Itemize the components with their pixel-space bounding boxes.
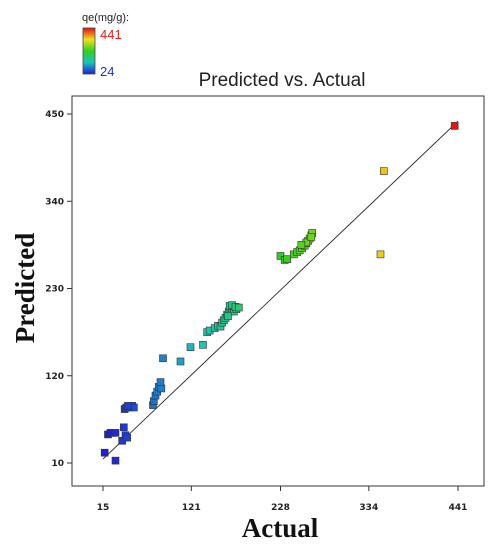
data-point [123, 433, 131, 442]
data-point [157, 384, 166, 393]
data-point [186, 343, 195, 351]
x-tick-label: 334 [359, 503, 378, 513]
data-point [111, 429, 120, 437]
data-point [380, 167, 388, 175]
y-tick-label: 340 [45, 197, 64, 207]
data-point [450, 122, 459, 130]
x-axis-title: Actual [242, 513, 319, 543]
y-tick-label: 120 [45, 372, 64, 382]
data-point [235, 303, 243, 312]
color-legend: qe(mg/g): 441 24 [82, 12, 129, 79]
data-point [297, 241, 306, 249]
data-point [111, 456, 120, 465]
data-point [307, 233, 316, 241]
data-point [283, 255, 291, 263]
plot-area [71, 95, 485, 487]
data-point [224, 312, 232, 321]
data-point [199, 341, 207, 349]
y-axis-title: Predicted [10, 233, 40, 343]
legend-min-value: 24 [100, 64, 114, 79]
y-tick-label: 10 [51, 459, 64, 469]
legend-label: qe(mg/g): [82, 12, 129, 24]
data-point [124, 402, 132, 410]
legend-color-bar [82, 27, 96, 75]
data-point [120, 423, 128, 432]
data-point [176, 357, 185, 366]
chart-title: Predicted vs. Actual [199, 70, 366, 91]
x-tick-label: 15 [97, 503, 110, 513]
data-point [376, 250, 385, 259]
data-point [100, 448, 109, 457]
y-tick-label: 230 [45, 285, 64, 295]
data-point [156, 378, 165, 386]
y-tick-label: 450 [45, 110, 64, 120]
legend-max-value: 441 [100, 27, 122, 42]
x-tick-label: 228 [271, 503, 290, 513]
x-tick-label: 441 [449, 503, 468, 513]
x-tick-label: 121 [182, 503, 201, 513]
reference-line [102, 120, 459, 460]
data-point [159, 354, 167, 363]
